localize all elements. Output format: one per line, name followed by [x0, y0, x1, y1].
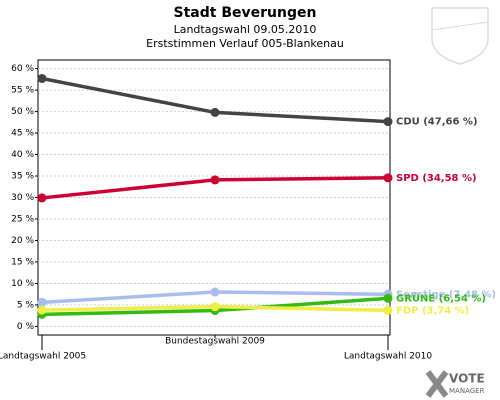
series-label: GRÜNE (6,54 %)	[396, 290, 486, 304]
x-tick-label: Landtagswahl 2010	[344, 352, 433, 362]
coat-of-arms	[431, 7, 489, 65]
series-label: Sonstige (7,48 %)	[396, 289, 496, 300]
data-point	[210, 302, 220, 312]
y-tick-label: 20 %	[11, 236, 34, 246]
x-tick-label: Landtagswahl 2005	[0, 352, 86, 362]
logo: VOTE MANAGER	[425, 370, 485, 398]
y-tick-label: 50 %	[11, 107, 34, 117]
data-point	[37, 297, 47, 307]
data-point	[37, 193, 47, 203]
chart-subtitle: Landtagswahl 09.05.2010	[174, 23, 317, 36]
data-point	[383, 173, 393, 183]
y-tick-label: 60 %	[11, 64, 34, 74]
series-label: SPD (34,58 %)	[396, 173, 477, 184]
y-tick-label: 35 %	[11, 172, 34, 182]
chart-title: Stadt Beverungen	[174, 5, 317, 21]
y-tick-label: 40 %	[11, 150, 34, 160]
y-tick-label: 45 %	[11, 129, 34, 139]
chart-caption: Erststimmen Verlauf 005-Blankenau	[146, 37, 344, 50]
data-point	[383, 117, 393, 127]
y-tick-label: 5 %	[17, 300, 35, 310]
y-tick-label: 30 %	[11, 193, 34, 203]
data-point	[383, 293, 393, 303]
series-label: FDP (3,74 %)	[396, 305, 469, 316]
data-point	[210, 175, 220, 185]
data-point	[210, 287, 220, 297]
y-tick-label: 15 %	[11, 257, 34, 267]
data-point	[210, 107, 220, 117]
data-point	[37, 73, 47, 83]
y-tick-label: 0 %	[17, 322, 35, 332]
x-tick-label: Bundestagswahl 2009	[165, 337, 265, 347]
logo-subtext: MANAGER	[449, 387, 485, 395]
data-point	[37, 305, 47, 315]
y-tick-label: 10 %	[11, 279, 34, 289]
logo-text: VOTE	[449, 372, 485, 386]
data-point	[383, 305, 393, 315]
series-label: CDU (47,66 %)	[396, 117, 478, 128]
y-tick-label: 25 %	[11, 214, 34, 224]
y-tick-label: 55 %	[11, 86, 34, 96]
